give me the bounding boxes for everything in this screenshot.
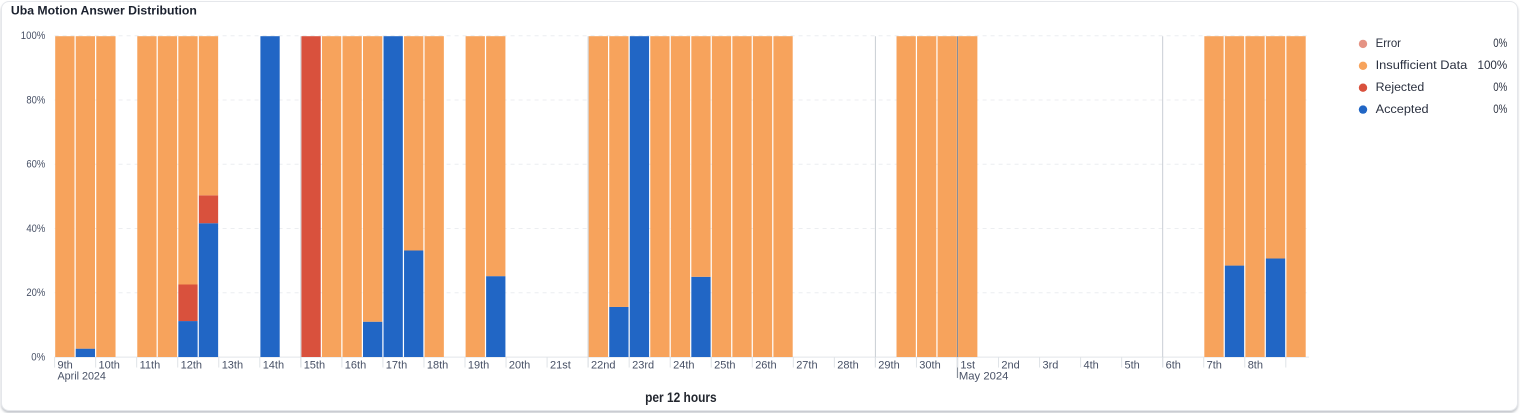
svg-text:26th: 26th [755, 359, 776, 371]
svg-text:27th: 27th [796, 359, 817, 371]
svg-text:18th: 18th [427, 359, 448, 371]
svg-text:Insufficient Data: Insufficient Data [1376, 58, 1468, 72]
svg-text:4th: 4th [1084, 359, 1099, 371]
svg-text:80%: 80% [26, 95, 45, 107]
svg-text:20%: 20% [26, 287, 45, 299]
svg-text:per 12 hours: per 12 hours [645, 390, 717, 405]
svg-text:Rejected: Rejected [1376, 80, 1425, 94]
svg-text:25th: 25th [714, 359, 735, 371]
svg-text:0%: 0% [1493, 36, 1507, 50]
svg-text:28th: 28th [837, 359, 858, 371]
svg-text:60%: 60% [26, 159, 45, 171]
svg-text:April 2024: April 2024 [58, 370, 106, 382]
svg-text:29th: 29th [878, 359, 899, 371]
svg-text:23rd: 23rd [632, 359, 654, 371]
svg-text:8th: 8th [1248, 359, 1263, 371]
svg-text:Uba Motion Answer Distribution: Uba Motion Answer Distribution [11, 4, 197, 18]
svg-text:15th: 15th [304, 359, 325, 371]
svg-text:11th: 11th [140, 359, 161, 371]
svg-text:24th: 24th [673, 359, 694, 371]
svg-text:0%: 0% [31, 351, 45, 363]
svg-text:100%: 100% [1478, 58, 1508, 72]
svg-text:100%: 100% [21, 30, 46, 42]
svg-text:May 2024: May 2024 [959, 370, 1009, 382]
svg-text:40%: 40% [26, 223, 45, 235]
svg-text:7th: 7th [1207, 359, 1222, 371]
svg-text:20th: 20th [509, 359, 530, 371]
svg-text:22nd: 22nd [591, 359, 615, 371]
svg-text:Error: Error [1376, 36, 1401, 50]
svg-text:6th: 6th [1166, 359, 1181, 371]
svg-text:0%: 0% [1493, 80, 1507, 94]
svg-text:19th: 19th [468, 359, 489, 371]
svg-text:10th: 10th [99, 359, 120, 371]
svg-text:9th: 9th [58, 359, 73, 371]
svg-text:2nd: 2nd [1001, 359, 1019, 371]
svg-text:16th: 16th [345, 359, 366, 371]
svg-text:17th: 17th [386, 359, 407, 371]
svg-text:21st: 21st [550, 359, 571, 371]
svg-text:1st: 1st [960, 359, 975, 371]
svg-text:30th: 30th [919, 359, 940, 371]
svg-text:Accepted: Accepted [1376, 102, 1429, 116]
svg-text:5th: 5th [1125, 359, 1140, 371]
svg-text:13th: 13th [222, 359, 243, 371]
svg-text:0%: 0% [1493, 102, 1507, 116]
svg-text:3rd: 3rd [1043, 359, 1059, 371]
svg-text:14th: 14th [263, 359, 284, 371]
svg-text:12th: 12th [181, 359, 202, 371]
